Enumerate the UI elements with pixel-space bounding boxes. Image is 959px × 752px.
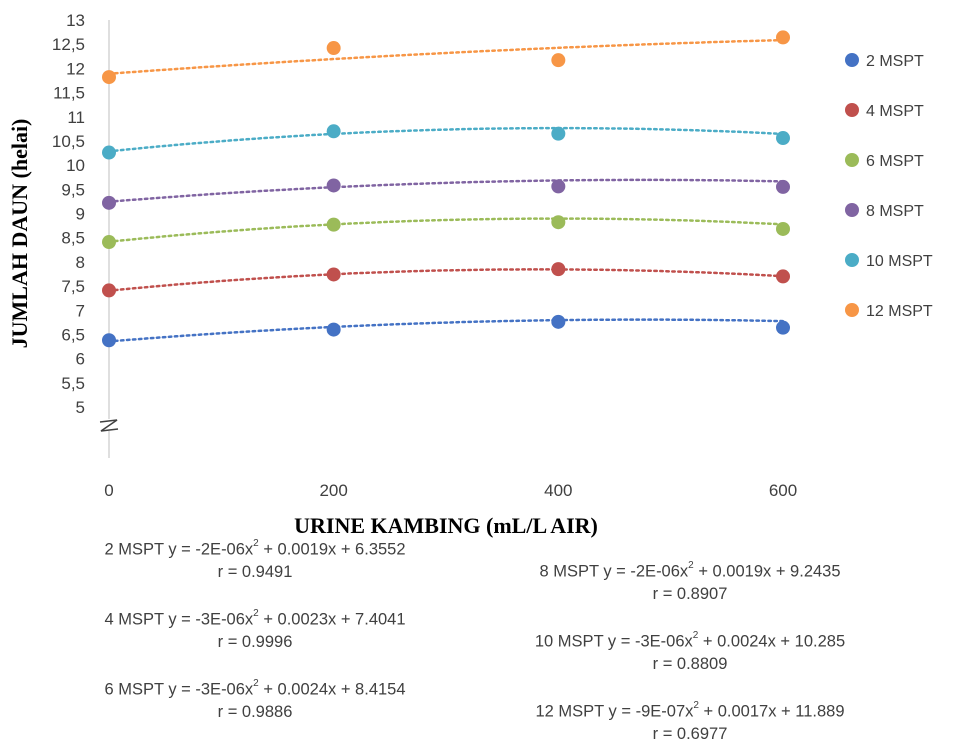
y-tick-label: 8 <box>76 253 85 272</box>
data-point <box>326 217 341 232</box>
y-tick-label: 7,5 <box>61 277 85 296</box>
trendline-4-mspt <box>107 268 785 292</box>
legend-item-2-mspt: 2 MSPT <box>845 53 924 70</box>
data-point <box>102 195 116 210</box>
data-point <box>326 267 341 282</box>
data-point <box>326 124 341 139</box>
y-tick-label: 12 <box>66 59 85 78</box>
y-tick-label: 13 <box>66 11 85 30</box>
data-point <box>776 221 790 236</box>
equation-10-mspt: 10 MSPT y = -3E-06x2 + 0.0024x + 10.285 … <box>534 630 846 673</box>
trendline-12-mspt <box>107 38 785 75</box>
equation-8-mspt: 8 MSPT y = -2E-06x2 + 0.0019x + 9.2435 r… <box>539 560 841 603</box>
legend-item-8-mspt: 8 MSPT <box>845 203 924 220</box>
legend-label: 2 MSPT <box>866 53 924 70</box>
equation-12-mspt: 12 MSPT y = -9E-07x2 + 0.0017x + 11.889 … <box>535 700 845 743</box>
axis-break-icon <box>99 419 119 432</box>
y-tick-label: 6 <box>76 350 85 369</box>
legend-item-6-mspt: 6 MSPT <box>845 153 924 170</box>
data-point <box>776 179 790 194</box>
equation-6-mspt: 6 MSPT y = -3E-06x2 + 0.0024x + 8.4154 r… <box>104 678 406 721</box>
data-point <box>326 178 341 193</box>
trendline-6-mspt <box>107 217 785 244</box>
data-point <box>551 262 566 277</box>
data-point <box>776 269 790 284</box>
legend-item-12-mspt: 12 MSPT <box>845 303 933 320</box>
x-axis-label: URINE KAMBING (mL/L AIR) <box>294 513 598 538</box>
legend-item-4-mspt: 4 MSPT <box>845 103 924 120</box>
y-tick-label: 7 <box>76 301 85 320</box>
data-point <box>326 41 341 56</box>
trendline-8-mspt <box>107 178 785 203</box>
equation-2-mspt: 2 MSPT y = -2E-06x2 + 0.0019x + 6.3552 r… <box>104 538 406 581</box>
y-tick-label: 5,5 <box>61 374 85 393</box>
legend-label: 12 MSPT <box>866 303 933 320</box>
data-point <box>551 179 566 194</box>
y-tick-label: 8,5 <box>61 229 85 248</box>
data-point <box>551 126 566 141</box>
x-tick-label: 400 <box>544 481 572 500</box>
y-tick-label: 9 <box>76 205 85 224</box>
y-tick-label: 9,5 <box>61 180 85 199</box>
data-point <box>102 333 116 348</box>
data-point <box>102 70 116 85</box>
y-tick-label: 10,5 <box>52 132 85 151</box>
data-point <box>551 53 566 68</box>
legend-label: 8 MSPT <box>866 203 924 220</box>
data-point <box>102 145 116 160</box>
y-tick-label: 12,5 <box>52 35 85 54</box>
data-point <box>776 30 790 45</box>
y-tick-label: 6,5 <box>61 325 85 344</box>
data-point <box>102 235 116 250</box>
legend-marker-icon <box>845 203 859 217</box>
trendline-2-mspt <box>107 318 785 343</box>
y-tick-label: 5 <box>76 398 85 417</box>
legend-marker-icon <box>845 303 859 317</box>
legend-marker-icon <box>845 103 859 117</box>
y-tick-label: 10 <box>66 156 85 175</box>
data-point <box>102 283 116 298</box>
legend-marker-icon <box>845 253 859 267</box>
y-tick-label: 11 <box>67 108 85 127</box>
equation-4-mspt: 4 MSPT y = -3E-06x2 + 0.0023x + 7.4041 r… <box>104 608 406 651</box>
legend-marker-icon <box>845 53 859 67</box>
legend-marker-icon <box>845 153 859 167</box>
data-point <box>551 314 566 329</box>
x-tick-label: 600 <box>769 481 797 500</box>
y-tick-label: 11,5 <box>53 84 85 103</box>
legend-label: 10 MSPT <box>866 253 933 270</box>
trendline-10-mspt <box>107 126 785 153</box>
legend-item-10-mspt: 10 MSPT <box>845 253 933 270</box>
data-point <box>326 322 341 337</box>
legend-label: 4 MSPT <box>866 103 924 120</box>
data-point <box>776 320 790 335</box>
x-tick-label: 0 <box>104 481 113 500</box>
data-point <box>551 215 566 230</box>
legend-label: 6 MSPT <box>866 153 924 170</box>
x-tick-label: 200 <box>319 481 347 500</box>
y-axis-label: JUMLAH DAUN (helai) <box>7 119 32 349</box>
data-point <box>776 131 790 146</box>
